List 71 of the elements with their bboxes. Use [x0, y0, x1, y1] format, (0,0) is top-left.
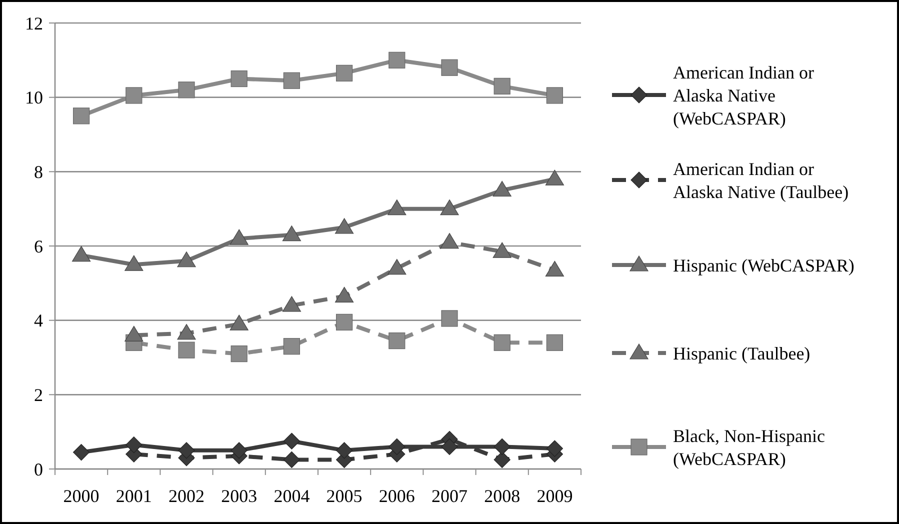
- point: [335, 218, 354, 234]
- point: [546, 440, 563, 457]
- point: [494, 78, 510, 94]
- point: [230, 229, 248, 245]
- legend-label: Hispanic (WebCASPAR): [673, 255, 854, 276]
- point: [178, 342, 195, 358]
- x-tick-label: 2003: [221, 486, 258, 506]
- y-tick-label: 4: [34, 310, 43, 331]
- y-tick-label: 2: [34, 384, 43, 405]
- y-tick-label: 8: [34, 162, 43, 182]
- x-tick-label: 2008: [484, 486, 520, 506]
- point: [441, 59, 458, 76]
- point: [546, 87, 563, 104]
- legend-label: Hispanic (Taulbee): [673, 343, 810, 364]
- point: [282, 226, 301, 242]
- point: [283, 432, 300, 450]
- legend-label: Black, Non-Hispanic (WebCASPAR): [673, 426, 825, 469]
- x-tick-label: 2009: [536, 486, 573, 506]
- point: [283, 72, 300, 89]
- point: [126, 436, 142, 454]
- point: [494, 334, 510, 351]
- point: [230, 70, 248, 88]
- point: [440, 232, 459, 249]
- point: [492, 180, 512, 197]
- legend-label: American Indian or Alaska Native (Taulbee): [673, 158, 849, 202]
- point: [388, 332, 406, 350]
- legend-label: American Indian or Alaska Native (WebCASPAR): [673, 62, 814, 128]
- x-tick-label: 2006: [378, 486, 415, 506]
- point: [546, 334, 563, 351]
- point: [336, 442, 353, 459]
- point: [494, 438, 510, 455]
- point: [177, 252, 196, 268]
- point: [230, 345, 248, 362]
- point: [126, 87, 142, 104]
- x-tick-label: 2004: [274, 486, 310, 506]
- x-tick-label: 2002: [168, 486, 204, 506]
- point: [177, 324, 196, 340]
- point: [178, 442, 195, 459]
- point: [73, 444, 90, 461]
- x-tick-label: 2007: [432, 486, 468, 506]
- point: [441, 310, 458, 327]
- point: [441, 438, 458, 455]
- point: [440, 200, 459, 216]
- point: [335, 286, 354, 302]
- point: [230, 314, 248, 330]
- point: [230, 442, 248, 459]
- point: [283, 451, 300, 468]
- point: [283, 338, 300, 355]
- point: [124, 326, 144, 342]
- point: [73, 108, 90, 124]
- x-tick-label: 2001: [116, 486, 152, 506]
- y-tick-label: 6: [34, 236, 43, 256]
- point: [388, 438, 406, 455]
- point: [282, 296, 301, 312]
- point: [545, 170, 564, 186]
- point: [72, 246, 91, 262]
- x-tick-label: 2000: [63, 486, 100, 506]
- x-tick-label: 2005: [326, 486, 362, 506]
- point: [178, 82, 195, 98]
- point: [388, 259, 406, 275]
- point: [492, 242, 512, 258]
- point: [545, 260, 564, 276]
- point: [388, 52, 406, 68]
- point: [336, 64, 353, 82]
- point: [388, 200, 406, 216]
- y-tick-label: 0: [34, 459, 43, 480]
- point: [336, 314, 353, 330]
- y-tick-label: 12: [25, 13, 43, 34]
- point: [124, 255, 144, 271]
- y-tick-label: 10: [25, 88, 43, 108]
- point: [494, 451, 510, 468]
